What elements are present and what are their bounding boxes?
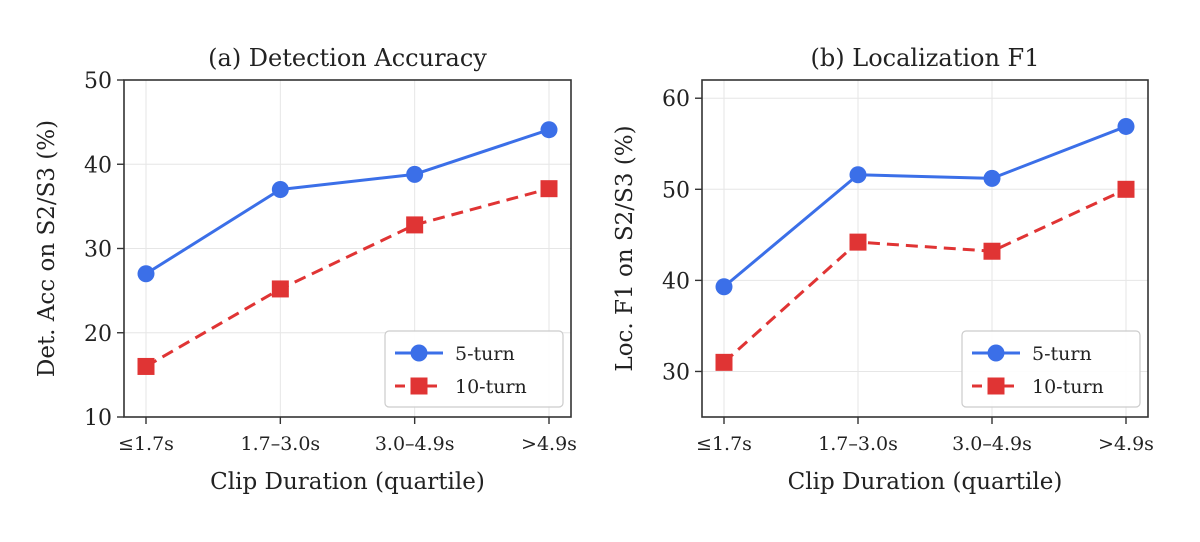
series-line-10-turn xyxy=(722,187,1127,364)
y-tick-label: 40 xyxy=(662,269,690,294)
legend: 5-turn 10-turn xyxy=(961,330,1141,408)
y-tick-label: 50 xyxy=(84,69,112,94)
data-point xyxy=(540,121,558,139)
data-point xyxy=(540,180,558,198)
legend-marker xyxy=(987,377,1005,395)
data-point xyxy=(406,216,424,234)
x-axis-label: Clip Duration (quartile) xyxy=(210,469,485,495)
y-tick-label: 50 xyxy=(662,178,690,203)
series-line-5-turn xyxy=(145,128,550,276)
data-point xyxy=(271,280,289,298)
legend-label: 5-turn xyxy=(455,343,515,365)
data-point xyxy=(1117,117,1135,135)
y-tick-label: 10 xyxy=(84,406,112,431)
series-line-5-turn xyxy=(723,125,1127,288)
x-tick-label: ≤1.7s xyxy=(696,433,752,455)
data-point xyxy=(137,265,155,283)
panel-detection-accuracy: 10 20 30 40 50 ≤1.7s 1.7–3.0s 3.0–4.9s >4.9s (a) … xyxy=(34,44,577,495)
series-line-10-turn xyxy=(145,187,550,368)
legend-label: 10-turn xyxy=(455,376,527,398)
data-point xyxy=(271,181,289,199)
x-tick-label: >4.9s xyxy=(1098,433,1154,455)
x-tick-label: 3.0–4.9s xyxy=(952,433,1032,455)
y-tick-label: 60 xyxy=(662,87,690,112)
y-axis-label: Loc. F1 on S2/S3 (%) xyxy=(612,125,638,371)
y-tick-label: 40 xyxy=(84,153,112,178)
x-tick-label: >4.9s xyxy=(521,433,577,455)
panel-localization-f1: 30 40 50 60 ≤1.7s 1.7–3.0s 3.0–4.9s >4.9s (b) Lo… xyxy=(612,44,1154,495)
y-tick-label: 30 xyxy=(662,360,690,385)
data-point xyxy=(849,166,867,184)
chart-title: (a) Detection Accuracy xyxy=(208,44,487,72)
data-point xyxy=(1117,180,1135,198)
x-tick-label: 1.7–3.0s xyxy=(240,433,320,455)
plot-frame xyxy=(123,79,572,418)
legend-label: 5-turn xyxy=(1032,343,1092,365)
data-point xyxy=(137,357,155,375)
x-tick-label: 3.0–4.9s xyxy=(375,433,455,455)
chart-title: (b) Localization F1 xyxy=(811,44,1040,72)
plot-frame xyxy=(701,79,1149,418)
data-point xyxy=(983,242,1001,260)
data-point xyxy=(849,233,867,251)
data-point xyxy=(983,169,1001,187)
legend-marker xyxy=(987,344,1005,362)
legend-marker xyxy=(410,344,428,362)
y-axis-label: Det. Acc on S2/S3 (%) xyxy=(34,120,60,377)
legend-marker xyxy=(410,377,428,395)
legend: 5-turn 10-turn xyxy=(384,330,564,408)
x-tick-label: ≤1.7s xyxy=(118,433,174,455)
data-point xyxy=(715,278,733,296)
x-tick-label: 1.7–3.0s xyxy=(818,433,898,455)
data-point xyxy=(715,353,733,371)
y-tick-label: 20 xyxy=(84,322,112,347)
legend-box xyxy=(961,330,1141,408)
data-point xyxy=(406,165,424,183)
legend-label: 10-turn xyxy=(1032,376,1104,398)
x-axis-label: Clip Duration (quartile) xyxy=(788,469,1063,495)
legend-box xyxy=(384,330,564,408)
y-tick-label: 30 xyxy=(84,238,112,263)
